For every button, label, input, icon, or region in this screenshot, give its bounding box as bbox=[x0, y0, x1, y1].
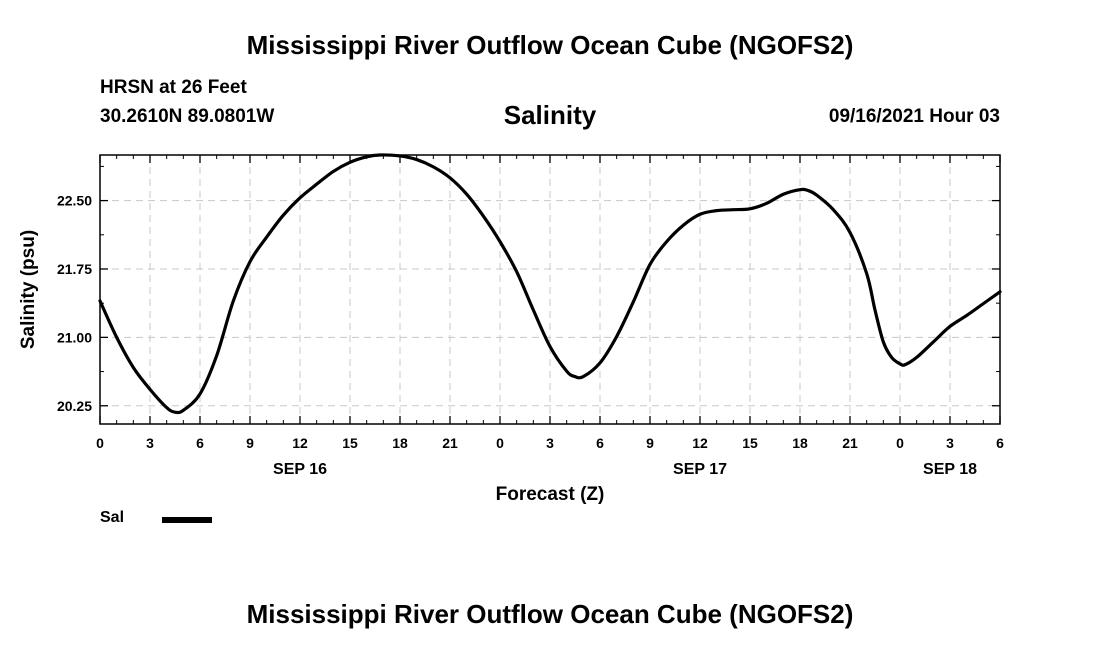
x-axis-label: Forecast (Z) bbox=[496, 484, 605, 505]
date-label: SEP 16 bbox=[273, 461, 327, 478]
series-sal bbox=[98, 153, 1002, 415]
date-label: SEP 18 bbox=[923, 461, 977, 478]
x-tick-label: 9 bbox=[646, 435, 654, 451]
x-tick-label: 9 bbox=[246, 435, 254, 451]
x-tick-label: 3 bbox=[146, 435, 154, 451]
x-tick-label: 15 bbox=[342, 435, 358, 451]
axis-ticks: 0 3 6 9 12 15 18 21 0 3 6 9 12 15 18 21 0 3 6 SEP 16 SEP 17 S… bbox=[57, 155, 1004, 478]
chart-title: Mississippi River Outflow Ocean Cube (NG… bbox=[246, 30, 854, 60]
grid-lines bbox=[100, 155, 1000, 424]
series-line-sal bbox=[98, 153, 1002, 415]
x-tick-label: 12 bbox=[292, 435, 308, 451]
parameter-title: Salinity bbox=[503, 100, 597, 130]
legend-label: Sal bbox=[100, 509, 125, 526]
x-tick-label: 18 bbox=[792, 435, 808, 451]
y-axis-label: Salinity (psu) bbox=[18, 230, 39, 349]
datetime-label: 09/16/2021 Hour 03 bbox=[828, 106, 1000, 127]
x-tick-label: 6 bbox=[596, 435, 604, 451]
x-tick-label: 21 bbox=[442, 435, 458, 451]
legend-swatch bbox=[162, 517, 212, 523]
x-tick-label: 3 bbox=[546, 435, 554, 451]
x-tick-label: 21 bbox=[842, 435, 858, 451]
x-tick-label: 12 bbox=[692, 435, 708, 451]
x-tick-label: 18 bbox=[392, 435, 408, 451]
x-tick-label: 0 bbox=[96, 435, 104, 451]
x-tick-label: 0 bbox=[896, 435, 904, 451]
footer-title: Mississippi River Outflow Ocean Cube (NG… bbox=[246, 599, 854, 629]
x-tick-label: 3 bbox=[946, 435, 954, 451]
x-tick-label: 15 bbox=[742, 435, 758, 451]
x-tick-label: 6 bbox=[996, 435, 1004, 451]
y-tick-label: 20.25 bbox=[57, 398, 92, 414]
y-tick-label: 22.50 bbox=[57, 193, 92, 209]
x-tick-label: 6 bbox=[196, 435, 204, 451]
y-tick-label: 21.75 bbox=[57, 261, 92, 277]
station-label: HRSN at 26 Feet bbox=[100, 77, 247, 98]
x-tick-label: 0 bbox=[496, 435, 504, 451]
coordinates-label: 30.2610N 89.0801W bbox=[100, 106, 275, 127]
y-tick-label: 21.00 bbox=[57, 329, 92, 345]
date-label: SEP 17 bbox=[673, 461, 727, 478]
